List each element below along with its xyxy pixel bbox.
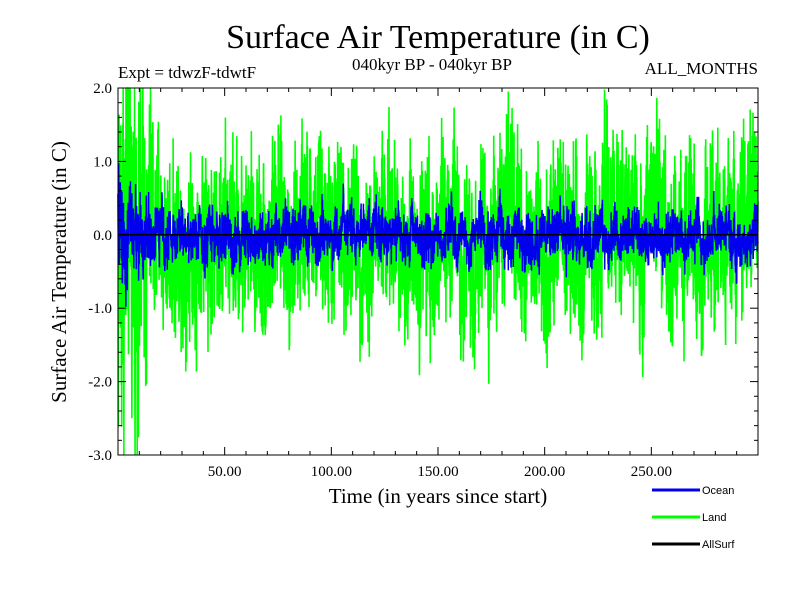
months-label: ALL_MONTHS: [645, 59, 758, 78]
chart-title: Surface Air Temperature (in C): [226, 19, 650, 56]
x-tick-label: 100.00: [311, 464, 352, 480]
legend-label-allsurf: AllSurf: [702, 539, 735, 551]
y-tick-label: 0.0: [93, 228, 112, 244]
x-tick-label: 50.00: [208, 464, 242, 480]
legend: Ocean Land AllSurf: [652, 485, 735, 551]
experiment-label: Expt = tdwzF-tdwtF: [118, 63, 256, 82]
axes: 50.00 100.00 150.00 200.00 250.00 2.0 1.0 0.0 -1…: [88, 81, 759, 480]
plot-area: [117, 87, 759, 456]
x-tick-label: 250.00: [631, 464, 672, 480]
y-tick-label: 1.0: [93, 154, 112, 170]
y-axis-label: Surface Air Temperature (in C): [47, 141, 71, 403]
chart-subtitle: 040kyr BP - 040kyr BP: [352, 55, 512, 74]
x-tick-label: 150.00: [417, 464, 458, 480]
legend-label-land: Land: [702, 512, 726, 524]
legend-label-ocean: Ocean: [702, 485, 734, 497]
y-tick-label: -1.0: [88, 301, 112, 317]
y-tick-label: -3.0: [88, 448, 112, 464]
series-land-line: [117, 87, 759, 456]
y-tick-label: -2.0: [88, 375, 112, 391]
x-tick-label: 200.00: [524, 464, 565, 480]
x-axis-label: Time (in years since start): [329, 484, 548, 508]
series-ocean-line: [117, 163, 759, 307]
y-tick-label: 2.0: [93, 81, 112, 97]
